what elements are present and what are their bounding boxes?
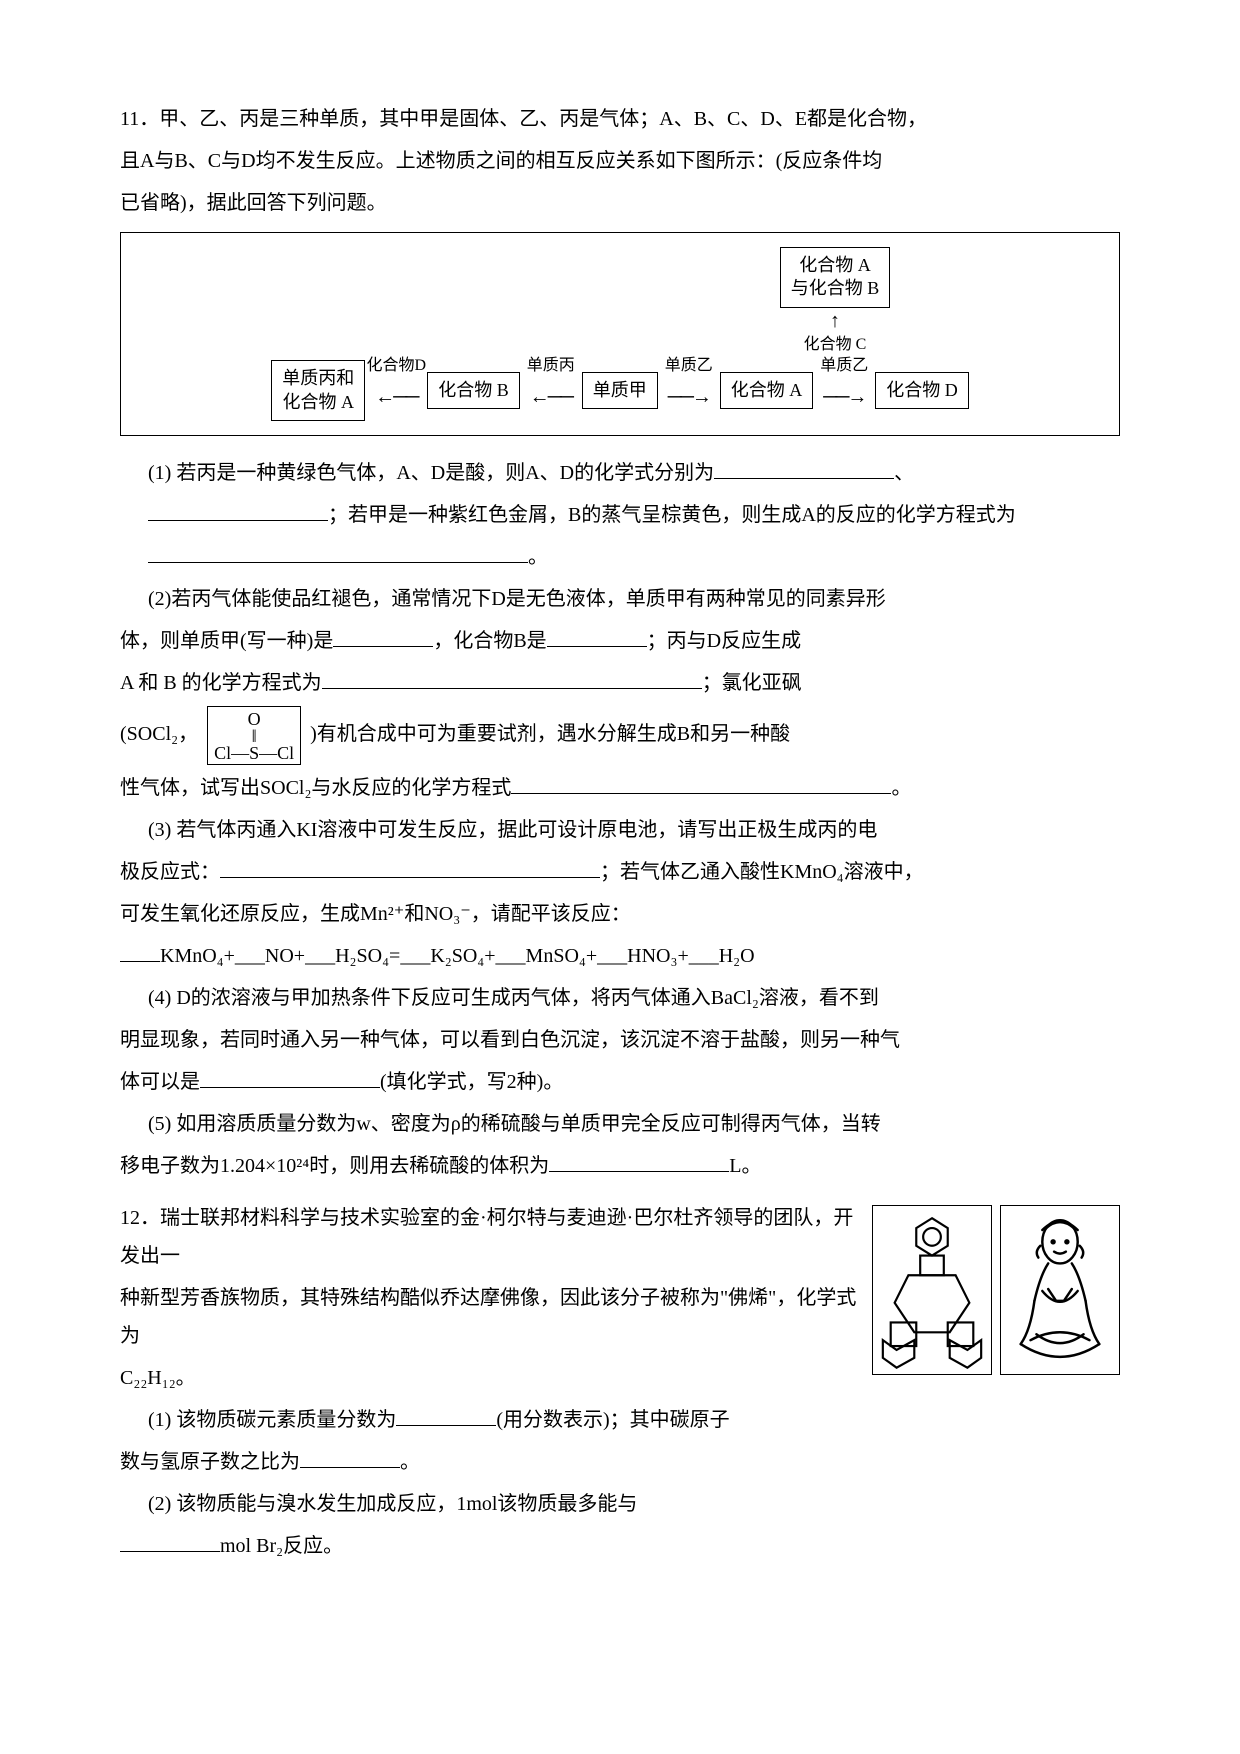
- flowchart-diagram: 化合物 A与化合物 B ↑ 化合物 C 单质丙和化合物 A 化合物D←── 化合…: [120, 232, 1120, 436]
- answer-blank[interactable]: [322, 667, 702, 689]
- right-arrow-icon: ──→: [813, 378, 875, 416]
- answer-blank[interactable]: [148, 499, 328, 521]
- q11-part5-line1: (5) 如用溶质质量分数为w、密度为ρ的稀硫酸与单质甲完全反应可制得丙气体，当转: [148, 1105, 1120, 1143]
- q11-part4-line1: (4) D的浓溶液与甲加热条件下反应可生成丙气体，将丙气体通入BaCl₂溶液，看…: [148, 979, 1120, 1017]
- coefficient-blank[interactable]: [120, 940, 160, 962]
- q11-part2-line4: (SOCl₂， O ‖ Cl—S—Cl )有机合成中可为重要试剂，遇水分解生成B…: [120, 706, 1120, 765]
- q12-part2-line1: (2) 该物质能与溴水发生加成反应，1mol该物质最多能与: [148, 1485, 1120, 1523]
- fc-box-1: 单质丙和化合物 A: [271, 360, 365, 421]
- fc-box-5: 化合物 D: [875, 372, 969, 409]
- fc-box-4: 化合物 A: [720, 372, 814, 409]
- buddha-figure: [1000, 1205, 1120, 1375]
- answer-blank[interactable]: [220, 856, 600, 878]
- fc-edge-4: 单质乙──→: [813, 365, 875, 415]
- q12-part1-line1: (1) 该物质碳元素质量分数为(用分数表示)；其中碳原子: [148, 1401, 1120, 1439]
- answer-blank[interactable]: [148, 541, 528, 563]
- answer-blank[interactable]: [300, 1446, 400, 1468]
- q11-part3-line1: (3) 若气体丙通入KI溶液中可发生反应，据此可设计原电池，请写出正极生成丙的电: [148, 811, 1120, 849]
- answer-blank[interactable]: [200, 1066, 380, 1088]
- molecule-structure-figure: [872, 1205, 992, 1375]
- fc-edge-3: 单质乙──→: [658, 365, 720, 415]
- q11-part2-line2: 体，则单质甲(写一种)是，化合物B是；丙与D反应生成: [120, 622, 1120, 660]
- fc-vertical-edge: ↑ 化合物 C: [804, 312, 867, 360]
- fc-top-edge-label: 化合物 C: [804, 330, 867, 360]
- q11-part1-line2: ；若甲是一种紫红色金屑，B的蒸气呈棕黄色，则生成A的反应的化学方程式为: [148, 496, 1120, 534]
- answer-blank[interactable]: [396, 1404, 496, 1426]
- socl2-structure-icon: O ‖ Cl—S—Cl: [207, 706, 301, 765]
- q11-part2-line1: (2)若丙气体能使品红褪色，通常情况下D是无色液体，单质甲有两种常见的同素异形: [148, 580, 1120, 618]
- fc-edge-1: 化合物D←──: [365, 365, 427, 415]
- figure-group: [872, 1205, 1120, 1375]
- fc-top-label: 化合物 A与化合物 B: [791, 255, 880, 298]
- question-11: 11．甲、乙、丙是三种单质，其中甲是固体、乙、丙是气体；A、B、C、D、E都是化…: [120, 100, 1120, 1185]
- q11-part2-line3: A 和 B 的化学方程式为；氯化亚砜: [120, 664, 1120, 702]
- q12-part2-line2: mol Br₂反应。: [120, 1527, 1120, 1565]
- flowchart-main-row: 单质丙和化合物 A 化合物D←── 化合物 B 单质丙←── 单质甲 单质乙──…: [131, 360, 1109, 421]
- q11-part3-equation: KMnO₄+___NO+___H₂SO₄=___K₂SO₄+___MnSO₄+_…: [120, 937, 1120, 975]
- answer-blank[interactable]: [333, 625, 433, 647]
- answer-blank[interactable]: [549, 1150, 729, 1172]
- answer-blank[interactable]: [120, 1530, 220, 1552]
- answer-blank[interactable]: [511, 772, 891, 794]
- left-arrow-icon: ←──: [365, 378, 427, 416]
- fc-edge-2: 单质丙←──: [520, 365, 582, 415]
- up-arrow-icon: ↑: [830, 312, 840, 330]
- q11-part5-line2: 移电子数为1.204×10²⁴时，则用去稀硫酸的体积为L。: [120, 1147, 1120, 1185]
- q11-part4-line3: 体可以是(填化学式，写2种)。: [120, 1063, 1120, 1101]
- fc-box-2: 化合物 B: [427, 372, 520, 409]
- right-arrow-icon: ──→: [658, 378, 720, 416]
- answer-blank[interactable]: [547, 625, 647, 647]
- q11-part2-line5: 性气体，试写出SOCl₂与水反应的化学方程式。: [120, 769, 1120, 807]
- left-arrow-icon: ←──: [520, 378, 582, 416]
- q11-intro-2: 且A与B、C与D均不发生反应。上述物质之间的相互反应关系如下图所示：(反应条件均: [120, 142, 1120, 180]
- question-12: 12．瑞士联邦材料科学与技术实验室的金·柯尔特与麦迪逊·巴尔杜齐领导的团队，开发…: [120, 1199, 1120, 1569]
- q12-part1-line2: 数与氢原子数之比为。: [120, 1443, 1120, 1481]
- q11-part3-line3: 可发生氧化还原反应，生成Mn²⁺和NO₃⁻，请配平该反应：: [120, 895, 1120, 933]
- fc-box-3: 单质甲: [582, 372, 658, 409]
- fc-top-box: 化合物 A与化合物 B: [780, 247, 891, 308]
- q11-part3-line2: 极反应式：；若气体乙通入酸性KMnO₄溶液中，: [120, 853, 1120, 891]
- q11-part1-line3: 。: [148, 538, 1120, 576]
- q11-intro-1: 11．甲、乙、丙是三种单质，其中甲是固体、乙、丙是气体；A、B、C、D、E都是化…: [120, 100, 1120, 138]
- answer-blank[interactable]: [714, 457, 894, 479]
- q11-intro-3: 已省略)，据此回答下列问题。: [120, 184, 1120, 222]
- q11-part4-line2: 明显现象，若同时通入另一种气体，可以看到白色沉淀，该沉淀不溶于盐酸，则另一种气: [120, 1021, 1120, 1059]
- q11-part1-line1: (1) 若丙是一种黄绿色气体，A、D是酸，则A、D的化学式分别为、: [148, 454, 1120, 492]
